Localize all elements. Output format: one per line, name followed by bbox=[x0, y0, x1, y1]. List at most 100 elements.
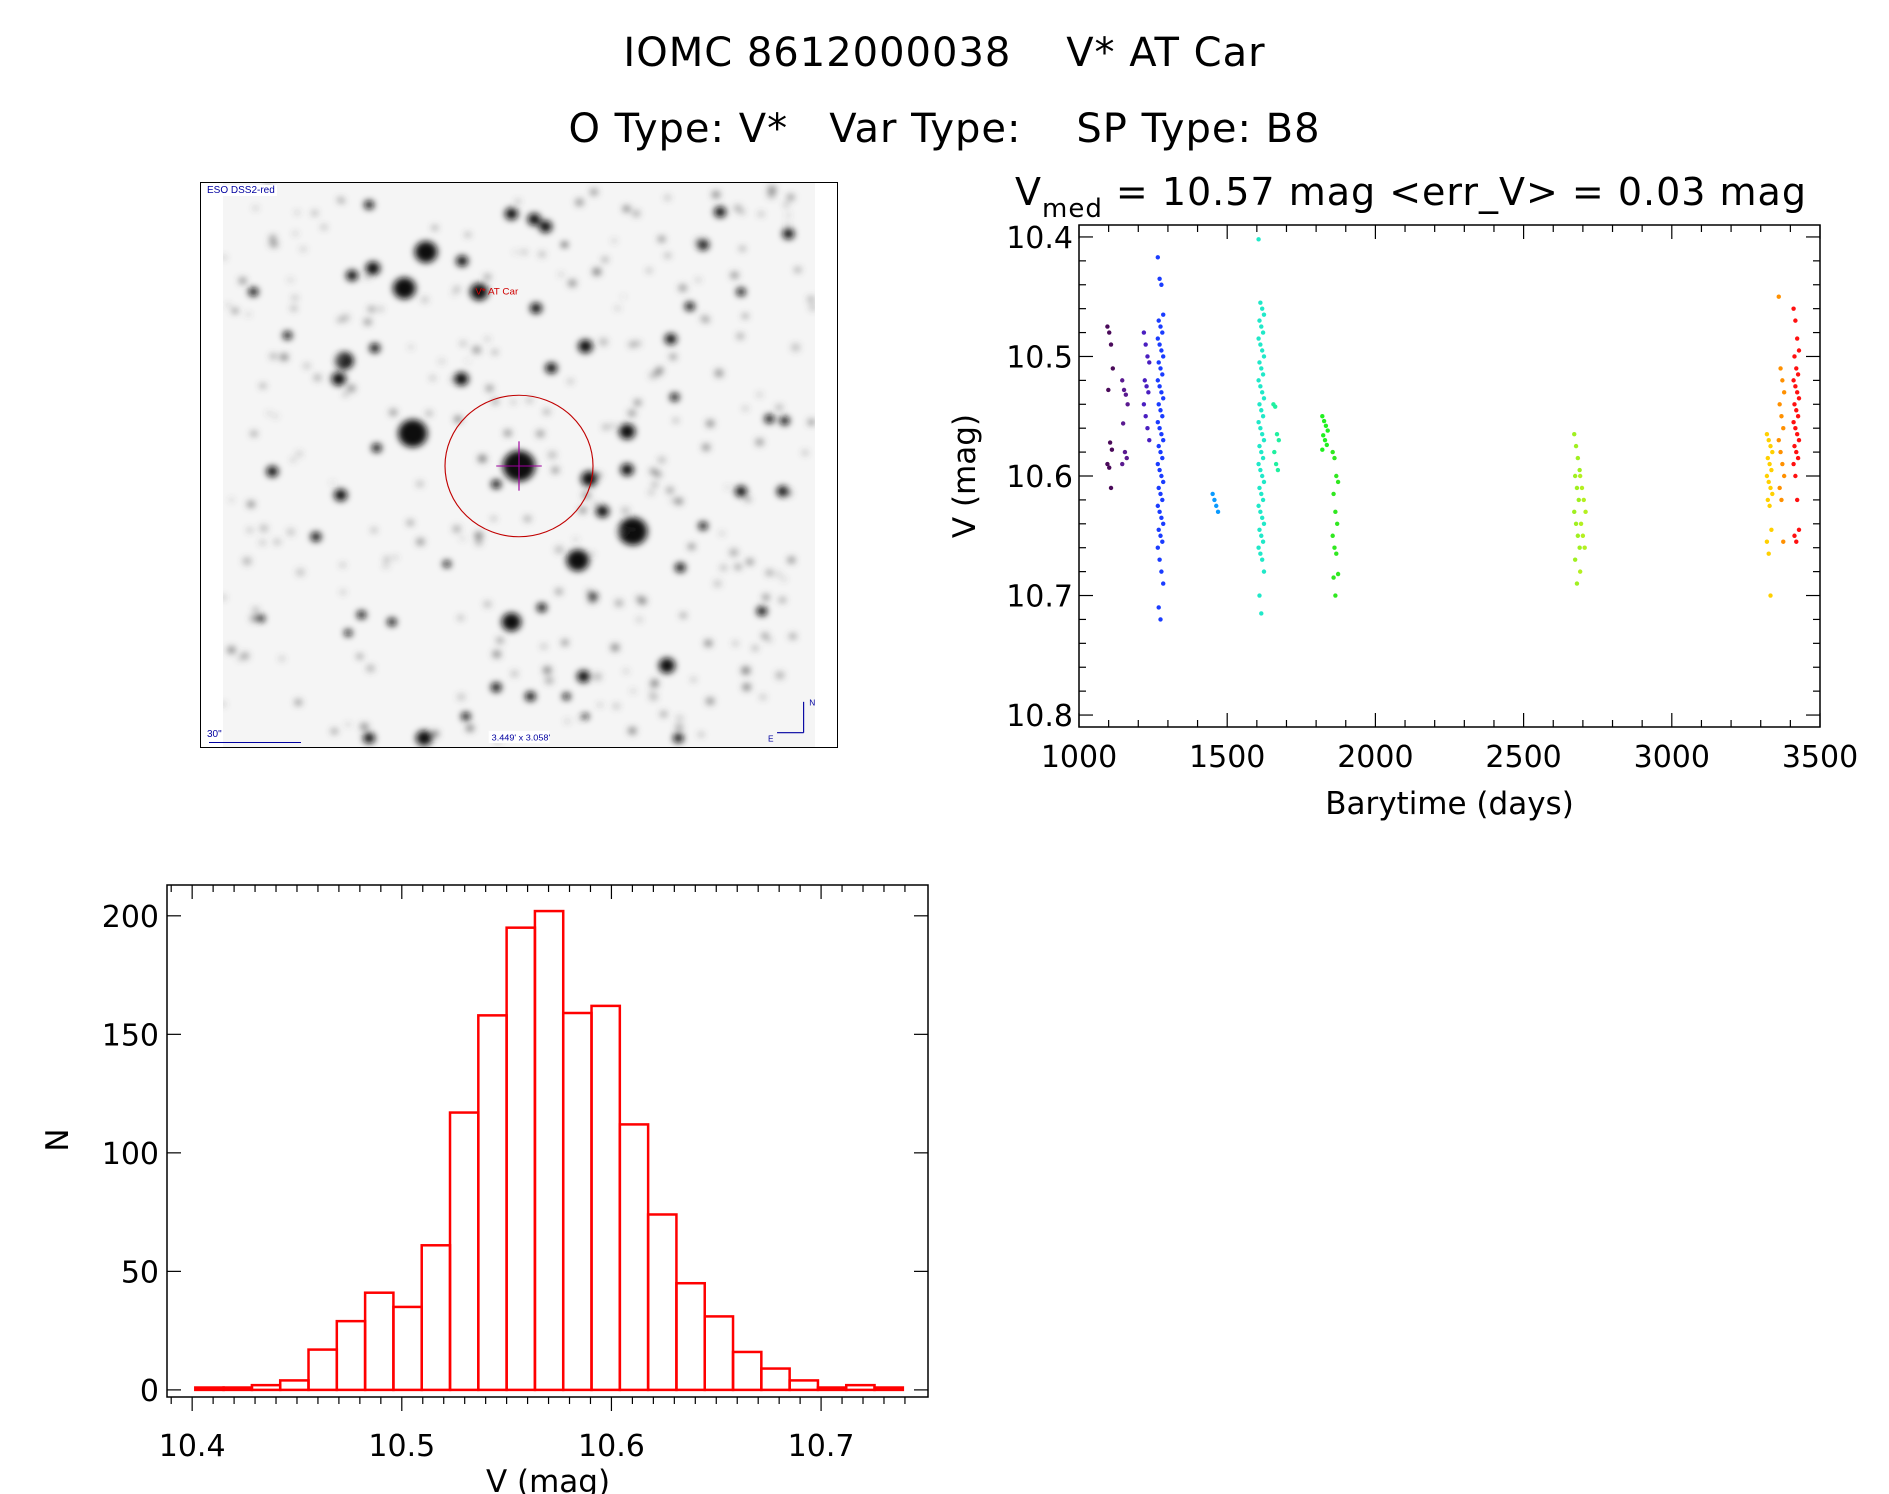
data-point bbox=[1141, 402, 1147, 407]
data-point bbox=[1334, 473, 1339, 479]
data-point bbox=[1273, 404, 1278, 409]
faint-star bbox=[611, 424, 616, 428]
data-point bbox=[1764, 539, 1770, 544]
data-point bbox=[1157, 509, 1162, 515]
faint-star bbox=[665, 253, 671, 258]
data-point bbox=[1579, 485, 1585, 491]
faint-star bbox=[296, 451, 303, 457]
data-point bbox=[1795, 372, 1801, 377]
faint-star bbox=[270, 235, 276, 241]
faint-star bbox=[579, 716, 584, 721]
faint-star bbox=[227, 646, 236, 654]
data-point bbox=[1777, 485, 1782, 491]
data-point bbox=[1574, 485, 1580, 491]
star bbox=[764, 414, 775, 424]
faint-star bbox=[575, 198, 584, 207]
data-point bbox=[1157, 467, 1162, 473]
data-point bbox=[1781, 425, 1786, 431]
star bbox=[525, 691, 536, 702]
data-point bbox=[1107, 330, 1112, 335]
faint-star bbox=[383, 562, 389, 569]
faint-star bbox=[250, 430, 257, 437]
star bbox=[577, 670, 590, 683]
faint-star bbox=[598, 703, 602, 707]
histogram-bar bbox=[703, 1315, 735, 1392]
faint-star bbox=[695, 238, 704, 247]
data-point bbox=[1779, 497, 1784, 503]
data-point bbox=[1257, 402, 1262, 407]
data-point bbox=[1795, 455, 1801, 461]
faint-star bbox=[615, 599, 623, 607]
data-point bbox=[1210, 491, 1215, 497]
data-point bbox=[1157, 384, 1162, 389]
star bbox=[491, 479, 502, 489]
histogram-bar bbox=[477, 1014, 508, 1392]
data-point bbox=[1796, 437, 1802, 443]
data-point bbox=[1792, 533, 1797, 538]
histogram-bar bbox=[675, 1281, 706, 1392]
faint-star bbox=[619, 529, 625, 534]
faint-star bbox=[579, 506, 587, 514]
star bbox=[545, 362, 558, 374]
faint-star bbox=[368, 306, 375, 313]
faint-star bbox=[478, 454, 487, 463]
data-point bbox=[1156, 360, 1161, 365]
faint-star bbox=[675, 724, 683, 731]
data-point bbox=[1159, 569, 1164, 574]
data-point bbox=[1161, 581, 1166, 586]
data-point bbox=[1259, 515, 1265, 521]
histogram-bar bbox=[590, 1004, 622, 1392]
star bbox=[443, 560, 451, 568]
data-point bbox=[1259, 557, 1265, 562]
faint-star bbox=[291, 458, 295, 462]
faint-star bbox=[745, 497, 750, 502]
faint-star bbox=[785, 222, 790, 227]
star bbox=[620, 463, 634, 476]
faint-star bbox=[612, 238, 617, 243]
data-point bbox=[1791, 306, 1796, 311]
faint-star bbox=[791, 343, 800, 352]
data-point bbox=[1158, 324, 1163, 329]
faint-star bbox=[611, 643, 620, 652]
faint-star bbox=[809, 304, 815, 311]
faint-star bbox=[555, 545, 564, 554]
object-type-line: O Type: V* Var Type: SP Type: B8 bbox=[568, 106, 1321, 152]
data-point bbox=[1156, 318, 1161, 323]
faint-star bbox=[649, 371, 657, 380]
data-point bbox=[1576, 497, 1581, 503]
faint-star bbox=[237, 657, 242, 661]
faint-star bbox=[635, 340, 641, 347]
faint-star bbox=[460, 537, 465, 541]
fov-label-bg bbox=[488, 730, 550, 744]
data-point bbox=[1155, 420, 1161, 425]
faint-star bbox=[786, 213, 790, 217]
faint-star bbox=[426, 410, 432, 417]
data-point bbox=[1793, 425, 1798, 431]
y-axis-label: N bbox=[40, 1128, 76, 1151]
faint-star bbox=[602, 256, 608, 263]
x-tick-label: 3000 bbox=[1634, 740, 1710, 775]
data-point bbox=[1577, 467, 1582, 473]
histogram-bar bbox=[618, 1123, 650, 1392]
data-point bbox=[1574, 581, 1580, 586]
data-point bbox=[1159, 282, 1164, 287]
faint-star bbox=[347, 384, 356, 392]
data-point bbox=[1766, 551, 1771, 556]
data-point bbox=[1791, 378, 1796, 383]
faint-star bbox=[658, 235, 665, 243]
star bbox=[714, 206, 726, 218]
faint-star bbox=[767, 190, 776, 199]
data-point bbox=[1109, 447, 1115, 452]
scale-bar bbox=[209, 742, 301, 743]
faint-star bbox=[789, 633, 797, 640]
faint-star bbox=[775, 404, 783, 411]
histogram-bar bbox=[816, 1386, 848, 1392]
faint-star bbox=[311, 210, 318, 216]
faint-star bbox=[706, 697, 715, 705]
data-point bbox=[1158, 617, 1163, 622]
data-point bbox=[1320, 447, 1325, 452]
faint-star bbox=[460, 341, 466, 346]
star bbox=[658, 657, 676, 674]
faint-star bbox=[340, 589, 346, 595]
x-axis-label: Barytime (days) bbox=[1325, 786, 1574, 822]
